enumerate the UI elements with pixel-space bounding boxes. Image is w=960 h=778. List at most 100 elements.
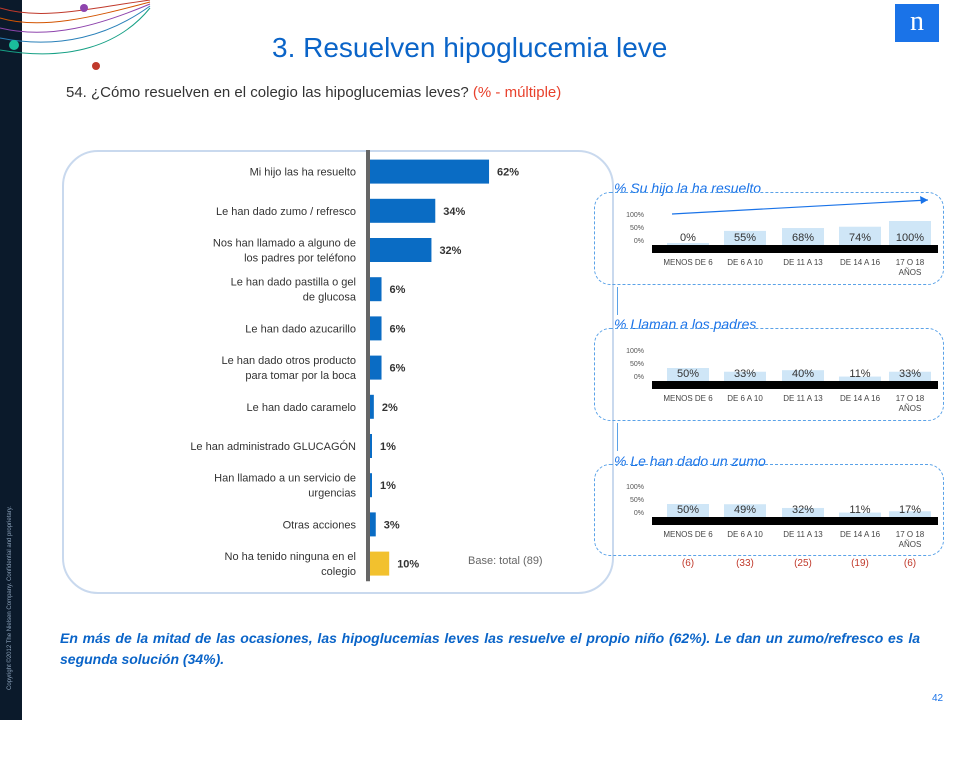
subchart-bar [782, 507, 824, 517]
category-label: Le han dado zumo / refresco [216, 206, 356, 218]
nielsen-logo: n [895, 4, 939, 42]
bar [370, 159, 490, 184]
y-tick-label: 100% [626, 484, 644, 491]
category-label-line: Nos han llamado a alguno de [213, 238, 356, 250]
subchart-value-label: 55% [734, 232, 756, 244]
subchart-category-line: DE 11 A 13 [783, 258, 823, 267]
category-label-line: para tomar por la boca [245, 370, 357, 382]
left-strip [0, 0, 22, 720]
subchart-category-label: 17 O 18 AÑOS [896, 530, 925, 549]
bar [370, 355, 382, 380]
subchart-bar [839, 376, 881, 381]
subchart-bar [724, 371, 766, 381]
subchart-value-label: 11% [849, 368, 870, 380]
subchart-category-line: DE 14 A 16 [840, 394, 881, 403]
subchart-bar [782, 370, 824, 381]
trend-arrow [671, 199, 929, 215]
subchart-value-label: 33% [899, 368, 921, 380]
y-tick-label: 0% [634, 510, 644, 517]
category-label-line: Le han dado pastilla o gel [231, 277, 356, 289]
category-label-line: Le han administrado GLUCAGÓN [190, 440, 356, 453]
subcharts: 100% 50% 0% 0% 55% 68% 74% 100% MENOS DE 6 DE 6 A… [626, 196, 938, 569]
subchart-baseline [652, 517, 938, 525]
subchart-value-label: 40% [792, 368, 814, 380]
subchart-category-label: MENOS DE 6 [663, 394, 713, 403]
category-label-line: colegio [321, 566, 356, 578]
subchart-category-line: DE 11 A 13 [783, 394, 823, 403]
subchart-category-line: AÑOS [899, 540, 922, 549]
subchart-category-line: MENOS DE 6 [663, 530, 713, 539]
subchart-value-label: 11% [849, 504, 870, 516]
bar [370, 238, 432, 262]
subchart-category-label: DE 14 A 16 [840, 530, 881, 539]
subchart-frame-zumo [594, 464, 944, 556]
category-label-line: Le han dado caramelo [247, 402, 356, 414]
decorative-lines [0, 0, 151, 70]
subchart-baseline [652, 381, 938, 389]
subchart-bar [667, 368, 709, 381]
subchart-value-label: 74% [849, 232, 871, 244]
bar [370, 198, 436, 223]
connector-line [617, 423, 618, 451]
subchart-bar [839, 512, 881, 517]
category-label-line: urgencias [308, 488, 356, 500]
subchart-category-line: DE 6 A 10 [727, 394, 763, 403]
slide-title: 3. Resuelven hipoglucemia leve [272, 32, 668, 63]
subchart-bar [839, 226, 881, 245]
subchart-category-line: DE 6 A 10 [727, 258, 763, 267]
subchart-value-label: 17% [899, 504, 921, 516]
bar [370, 277, 382, 302]
y-tick-label: 50% [630, 361, 644, 368]
subchart-category-line: DE 6 A 10 [727, 530, 763, 539]
category-label-line: Le han dado azucarillo [245, 323, 356, 335]
bar [370, 434, 372, 458]
bar-value-label: 1% [380, 480, 396, 492]
category-label: Han llamado a un servicio de urgencias [214, 473, 356, 500]
subchart-category-label: DE 14 A 16 [840, 258, 881, 267]
category-label-line: Han llamado a un servicio de [214, 473, 356, 485]
subchart-title-zumo: % Le han dado un zumo [614, 453, 766, 469]
subchart-category-line: 17 O 18 [896, 530, 925, 539]
bar-value-label: 3% [384, 519, 400, 531]
subchart-category-label: DE 6 A 10 [727, 258, 763, 267]
y-tick-label: 100% [626, 212, 644, 219]
y-tick-label: 50% [630, 225, 644, 232]
bar-value-label: 62% [497, 167, 519, 179]
category-label: Le han dado caramelo [247, 402, 356, 414]
category-label-line: Otras acciones [283, 519, 357, 531]
bar-value-label: 6% [390, 363, 406, 375]
y-tick-label: 50% [630, 497, 644, 504]
bar-value-label: 34% [443, 206, 465, 218]
subchart-baseline [652, 245, 938, 253]
y-tick-label: 0% [634, 374, 644, 381]
subchart-category-label: DE 6 A 10 [727, 530, 763, 539]
category-label-line: los padres por teléfono [244, 253, 356, 265]
base-count-label: (6) [682, 558, 694, 569]
subchart-category-label: MENOS DE 6 [663, 530, 713, 539]
subchart-value-label: 50% [677, 504, 699, 516]
subchart-bar [667, 504, 709, 517]
subchart-category-label: MENOS DE 6 [663, 258, 713, 267]
subchart-bar [667, 243, 709, 245]
bar [370, 512, 376, 537]
y-tick-label: 100% [626, 348, 644, 355]
subchart-category-label: DE 11 A 13 [783, 530, 823, 539]
base-count-label: (25) [794, 558, 812, 569]
subchart-value-label: 68% [792, 232, 814, 244]
subchart-value-label: 0% [680, 232, 696, 244]
subchart-category-line: DE 14 A 16 [840, 258, 881, 267]
subchart-bar [889, 371, 931, 381]
category-label: Le han dado otros producto para tomar por… [221, 355, 356, 382]
subchart-category-line: MENOS DE 6 [663, 394, 713, 403]
subchart-bar [724, 504, 766, 517]
subchart-bar [889, 511, 931, 517]
category-label-line: Le han dado zumo / refresco [216, 206, 356, 218]
subchart-category-label: DE 11 A 13 [783, 258, 823, 267]
page-number: 42 [932, 693, 944, 704]
y-tick-label: 0% [634, 238, 644, 245]
main-chart-frame [62, 150, 614, 594]
subchart-category-label: DE 6 A 10 [727, 394, 763, 403]
category-label: Otras acciones [283, 519, 357, 531]
subchart-category-line: AÑOS [899, 404, 922, 413]
subchart-bar [889, 221, 931, 245]
